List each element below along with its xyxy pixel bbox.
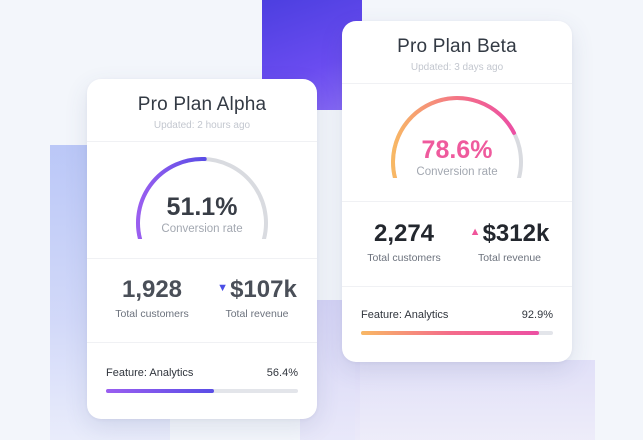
card-title: Pro Plan Alpha (137, 94, 267, 115)
feature-label: Feature: Analytics (361, 309, 449, 321)
conversion-rate-value: 78.6% (421, 136, 493, 164)
total-customers-value: 2,274 (373, 220, 435, 247)
conversion-rate-label: Conversion rate (416, 166, 498, 178)
total-revenue-label: Total revenue (225, 308, 289, 320)
updated-timestamp: Updated: 3 days ago (410, 62, 504, 73)
background-shape-bottom-right (355, 360, 595, 440)
total-revenue-stat: ▲$312k Total revenue (452, 220, 567, 264)
feature-progress-bar (106, 389, 298, 393)
divider (87, 258, 317, 259)
updated-timestamp: Updated: 2 hours ago (153, 120, 251, 131)
total-customers-stat: 1,928 Total customers (97, 276, 207, 320)
divider (342, 286, 572, 287)
total-customers-stat: 2,274 Total customers (349, 220, 459, 264)
divider (342, 201, 572, 202)
feature-value: 56.4% (266, 367, 298, 379)
conversion-gauge (391, 96, 523, 178)
divider (87, 342, 317, 343)
plan-card-alpha: Pro Plan Alpha Updated: 2 hours ago 51.1… (87, 79, 317, 419)
feature-label: Feature: Analytics (106, 367, 194, 379)
conversion-rate-value: 51.1% (166, 193, 238, 221)
plan-card-beta: Pro Plan Beta Updated: 3 days ago 78.6% … (342, 21, 572, 362)
gauge-fill (391, 96, 516, 178)
total-revenue-stat: ▼$107k Total revenue (202, 276, 312, 320)
conversion-rate-label: Conversion rate (161, 223, 243, 235)
feature-progress-fill (106, 389, 215, 393)
total-customers-label: Total customers (115, 308, 189, 320)
total-customers-label: Total customers (367, 252, 441, 264)
conversion-gauge (136, 157, 268, 239)
card-title: Pro Plan Beta (397, 36, 517, 57)
total-revenue-value: $107k (230, 276, 297, 303)
gauge-fill (136, 157, 207, 239)
divider (342, 83, 572, 84)
triangle-down-icon: ▼ (217, 281, 229, 294)
triangle-up-icon: ▲ (469, 225, 481, 238)
feature-progress-fill (361, 331, 540, 335)
feature-progress-bar (361, 331, 553, 335)
divider (87, 141, 317, 142)
total-revenue-label: Total revenue (477, 252, 542, 264)
total-revenue-value: $312k (482, 220, 550, 247)
total-customers-value: 1,928 (121, 276, 183, 303)
feature-value: 92.9% (521, 309, 553, 321)
